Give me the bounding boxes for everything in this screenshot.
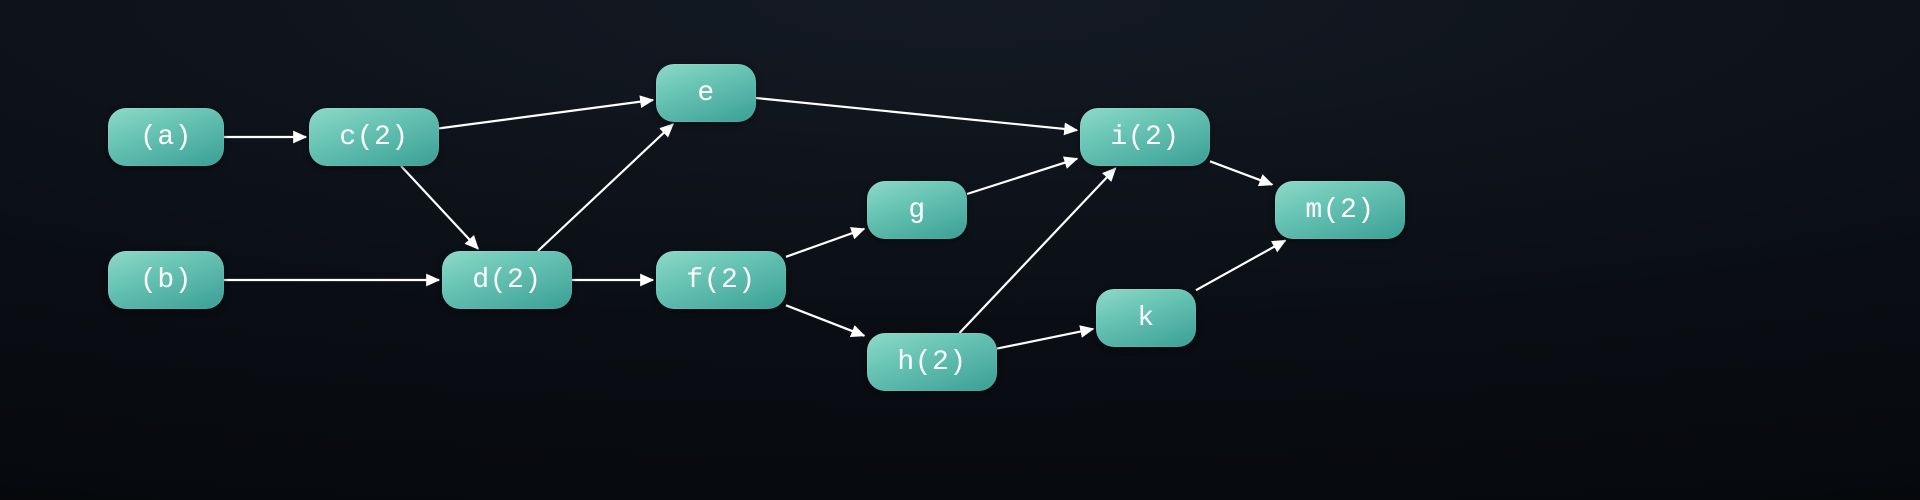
edge-layer [0,0,1920,500]
edge-f-h [786,305,864,335]
node-label: (b) [140,265,192,296]
edge-h-k [997,329,1093,349]
edge-c-e [439,100,653,128]
node-d: d(2) [442,251,572,309]
edge-c-d [401,166,478,249]
node-label: i(2) [1110,122,1179,153]
edge-f-g [786,229,864,257]
node-label: m(2) [1305,195,1374,226]
node-label: c(2) [339,122,408,153]
node-label: (a) [140,122,192,153]
node-label: g [908,195,925,226]
node-g: g [867,181,967,239]
node-e: e [656,64,756,122]
node-b: (b) [108,251,224,309]
node-c: c(2) [309,108,439,166]
edge-d-e [538,124,673,251]
edge-i-m [1210,161,1272,184]
node-m: m(2) [1275,181,1405,239]
edge-e-i [756,98,1077,130]
node-label: h(2) [897,347,966,378]
node-h: h(2) [867,333,997,391]
node-i: i(2) [1080,108,1210,166]
node-k: k [1096,289,1196,347]
edge-k-m [1196,241,1285,291]
node-label: f(2) [686,265,755,296]
edge-g-i [967,159,1077,194]
edge-h-i [960,168,1116,333]
node-label: e [697,78,714,109]
node-f: f(2) [656,251,786,309]
node-a: (a) [108,108,224,166]
node-label: k [1137,303,1154,334]
node-label: d(2) [472,265,541,296]
diagram-canvas: (a) (b) c(2) d(2) e f(2) g h(2) i(2) k m(2) [0,0,1920,500]
